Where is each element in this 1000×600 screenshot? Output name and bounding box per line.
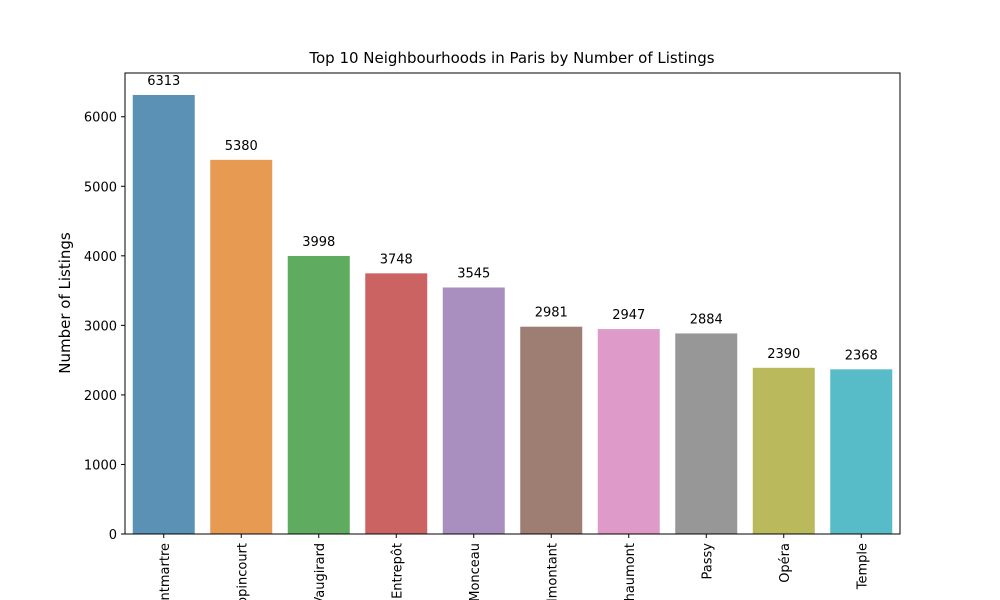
value-label: 2390 [767, 347, 800, 362]
bar [752, 367, 815, 534]
bar [520, 326, 583, 534]
x-tick-label: Vaugirard [313, 543, 328, 600]
x-tick-label: Buttes-Montmartre [158, 543, 173, 600]
bar [287, 255, 350, 535]
x-tick-label: Passy [700, 543, 715, 580]
x-tick-label: Ménilmontant [545, 543, 560, 600]
y-tick-label: 5000 [84, 180, 117, 195]
value-label: 5380 [225, 139, 258, 154]
value-label: 3998 [302, 235, 335, 250]
chart-title: Top 10 Neighbourhoods in Paris by Number… [308, 49, 714, 67]
bar [830, 369, 893, 534]
y-axis-label: Number of Listings [56, 232, 74, 374]
bar [597, 329, 660, 534]
bar [675, 333, 738, 534]
y-tick-label: 4000 [84, 250, 117, 265]
y-tick-label: 6000 [84, 111, 117, 126]
bar [442, 287, 505, 534]
value-label: 2981 [535, 306, 568, 321]
value-label: 2368 [845, 348, 878, 363]
y-tick-label: 1000 [84, 458, 117, 473]
bar [365, 273, 428, 534]
value-label: 2947 [612, 308, 645, 323]
value-label: 6313 [147, 74, 180, 89]
y-tick-label: 0 [109, 528, 117, 543]
x-tick-label: Entrepôt [390, 543, 405, 599]
value-label: 3545 [457, 266, 490, 281]
y-tick-label: 3000 [84, 319, 117, 334]
x-tick-label: Popincourt [235, 543, 250, 600]
value-label: 3748 [380, 252, 413, 267]
bar [210, 159, 273, 534]
y-tick-label: 2000 [84, 389, 117, 404]
plot-frame [124, 72, 901, 535]
x-tick-label: Temple [855, 543, 870, 590]
x-tick-label: Opéra [778, 543, 793, 583]
bar [132, 94, 195, 535]
value-label: 2884 [690, 312, 723, 327]
x-tick-label: Batignolles-Monceau [468, 543, 483, 600]
x-tick-label: Buttes-Chaumont [623, 543, 638, 600]
